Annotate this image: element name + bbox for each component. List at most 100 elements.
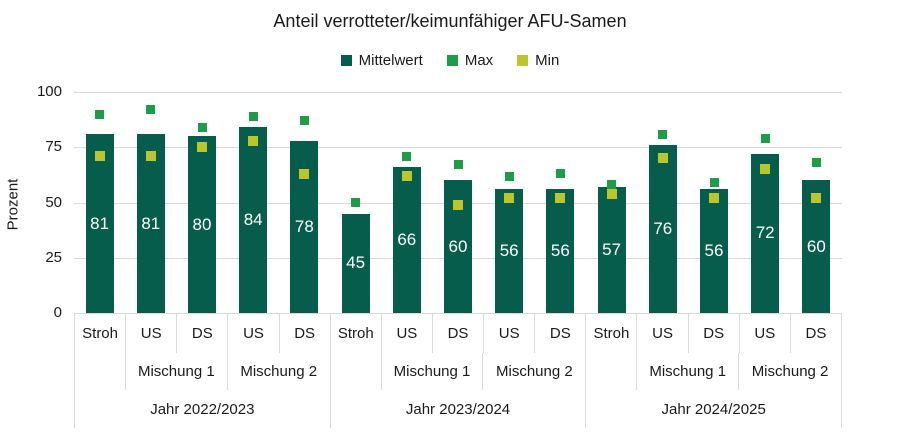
min-marker xyxy=(401,171,412,181)
axis-category-label: Stroh xyxy=(75,314,127,353)
legend-item: Min xyxy=(517,52,559,69)
y-tick-label: 75 xyxy=(45,138,62,156)
bar: 78 xyxy=(290,140,319,313)
axis-category-label: DS xyxy=(294,324,316,342)
bar: 80 xyxy=(188,136,216,313)
bar-value-label: 57 xyxy=(602,240,622,259)
min-marker xyxy=(811,193,822,204)
axis-category-label: DS xyxy=(805,324,827,342)
axis-mischung-label: Mischung 2 xyxy=(496,362,573,380)
axis-row-mischung: Mischung 1 Mischung 2 xyxy=(75,352,330,391)
axis-mischung-label xyxy=(75,352,126,391)
axis-category-label: US xyxy=(382,314,433,353)
max-marker xyxy=(760,133,770,143)
axis-row-mischung: Mischung 1 Mischung 2 xyxy=(586,352,841,391)
axis-mischung-label: Mischung 1 xyxy=(382,352,484,391)
axis-category-label: US xyxy=(484,314,536,353)
max-marker xyxy=(658,129,668,139)
legend: Mittelwert Max Min xyxy=(0,51,900,69)
axis-category-label: Stroh xyxy=(586,314,638,353)
min-marker xyxy=(555,193,566,204)
chart-title: Anteil verrotteter/keimunfähiger AFU-Sam… xyxy=(273,11,627,31)
bar-value-label: 60 xyxy=(448,236,468,256)
max-marker xyxy=(402,151,412,161)
axis-category-label: US xyxy=(740,314,791,353)
bar: 84 xyxy=(239,127,268,313)
bar-value-label: 56 xyxy=(499,241,519,261)
max-marker xyxy=(504,171,514,181)
axis-category-label: US xyxy=(637,314,689,353)
legend-label: Min xyxy=(535,51,560,69)
min-marker xyxy=(248,135,259,146)
axis-category-label: DS xyxy=(177,314,229,353)
legend-item: Max xyxy=(446,51,494,69)
bar-value-label: 81 xyxy=(141,213,161,233)
bar-value-label: 78 xyxy=(294,216,314,236)
min-marker xyxy=(709,193,719,204)
bar: 56 xyxy=(546,189,575,313)
gridline xyxy=(74,92,842,93)
axis-year-label: Jahr 2022/2023 xyxy=(150,400,255,418)
axis-category-label: DS xyxy=(689,314,740,353)
max-marker xyxy=(351,198,361,207)
axis-year-group: Stroh US DS US DS Mischung 1 Mischung 2 Jahr 20… xyxy=(585,314,841,428)
max-marker xyxy=(607,180,617,190)
min-marker xyxy=(299,168,310,179)
axis-category-label: US xyxy=(228,314,280,353)
min-marker xyxy=(657,153,668,164)
max-marker xyxy=(811,158,821,168)
legend-item: Mittelwert xyxy=(340,51,423,69)
max-marker xyxy=(248,111,258,121)
axis-year-label: Jahr 2023/2024 xyxy=(405,400,511,418)
bar: 72 xyxy=(751,153,780,313)
bar: 57 xyxy=(597,187,626,313)
axis-category-label: DS xyxy=(433,314,485,353)
max-marker xyxy=(453,160,463,170)
axis-row-categories: Stroh US DS US DS xyxy=(75,314,330,353)
bar-value-label: 76 xyxy=(653,219,673,238)
gridline xyxy=(74,147,842,149)
axis-year-group: Stroh US DS US DS Mischung 1 Mischung 2 Jahr 20… xyxy=(329,314,586,428)
axis-mischung-label xyxy=(586,352,638,391)
bar-value-label: 81 xyxy=(90,213,110,233)
bar-value-label: 80 xyxy=(192,214,212,234)
y-tick-label: 100 xyxy=(36,83,62,100)
bar: 81 xyxy=(85,134,114,313)
min-marker xyxy=(94,151,105,162)
max-marker xyxy=(555,169,565,179)
axis-row-mischung: Mischung 1 Mischung 2 xyxy=(331,352,586,391)
y-tick-label: 25 xyxy=(45,248,62,266)
axis-row-categories: Stroh US DS US DS xyxy=(331,314,586,353)
max-marker xyxy=(146,105,156,115)
min-marker xyxy=(453,199,463,210)
axis-mischung-label: Mischung 1 xyxy=(126,352,228,391)
legend-label: Mittelwert xyxy=(358,51,423,69)
bar-value-label: 45 xyxy=(346,253,366,273)
bar-value-label: 60 xyxy=(806,236,826,256)
y-tick-label: 0 xyxy=(53,304,62,321)
bar: 56 xyxy=(495,189,524,313)
axis-category-label: Stroh xyxy=(331,314,382,353)
bar-value-label: 56 xyxy=(704,241,724,261)
min-marker xyxy=(504,193,515,204)
axis-category-label: DS xyxy=(549,324,571,342)
bar: 76 xyxy=(648,145,677,313)
min-legend-swatch xyxy=(517,54,529,66)
min-marker xyxy=(760,164,771,175)
bar: 56 xyxy=(700,189,728,313)
axis-year-label: Jahr 2024/2025 xyxy=(661,400,766,418)
bar: 81 xyxy=(136,134,165,313)
max-marker xyxy=(299,116,309,126)
max-marker xyxy=(709,178,719,188)
mean-legend-swatch xyxy=(340,54,352,66)
min-marker xyxy=(606,188,617,199)
bar-value-label: 84 xyxy=(243,210,263,230)
bar-value-label: 56 xyxy=(550,241,570,261)
max-marker xyxy=(197,122,207,132)
bar-value-label: 72 xyxy=(755,223,775,243)
legend-label: Max xyxy=(464,51,494,69)
min-marker xyxy=(197,142,207,153)
axis-mischung-label: Mischung 2 xyxy=(751,362,829,380)
category-axis-table: Stroh US DS US DS Mischung 1 Mischung 2 Jahr 20… xyxy=(74,313,842,428)
